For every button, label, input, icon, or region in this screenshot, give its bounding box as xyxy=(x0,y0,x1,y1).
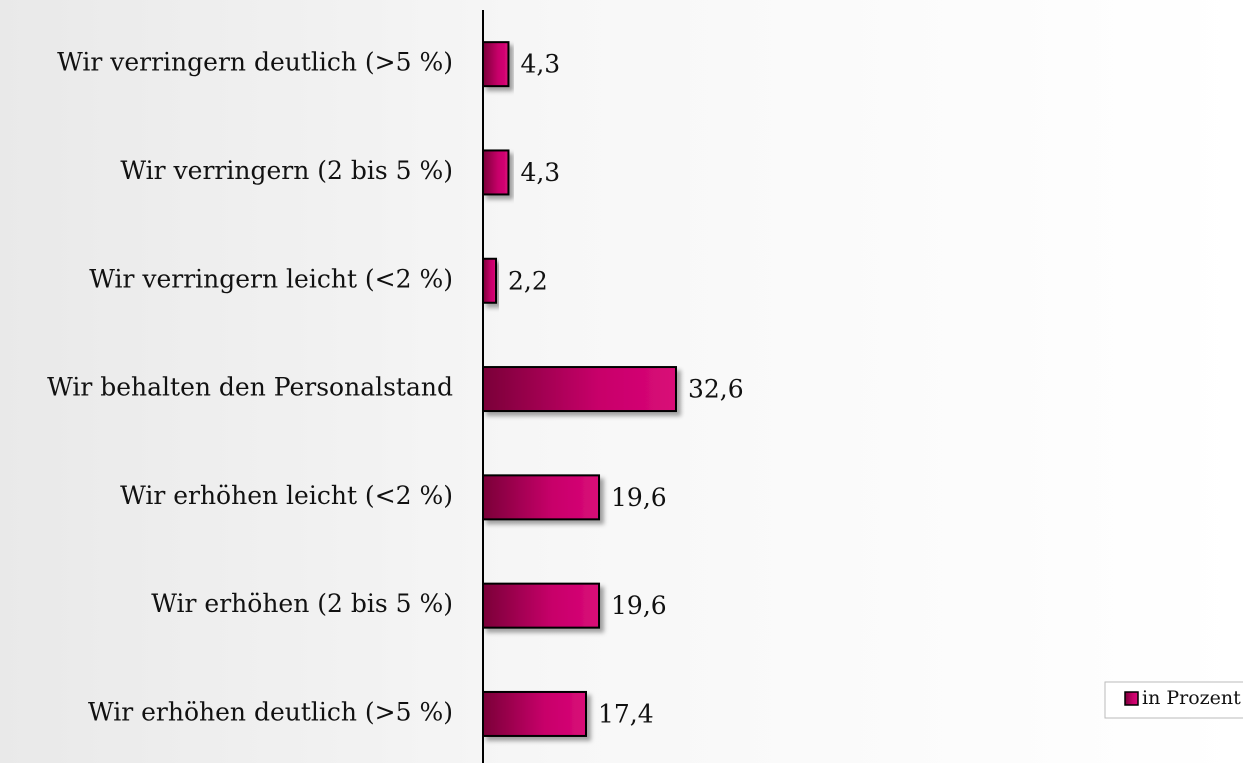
bar xyxy=(482,474,601,521)
y-tick-label: Wir behalten den Personalstand xyxy=(47,373,453,402)
y-tick-label: Wir verringern (2 bis 5 %) xyxy=(120,156,453,185)
bar xyxy=(482,149,510,196)
y-tick-label: Wir erhöhen (2 bis 5 %) xyxy=(151,589,453,618)
value-label: 32,6 xyxy=(688,375,744,404)
value-label: 19,6 xyxy=(611,591,667,620)
value-label: 2,2 xyxy=(508,266,548,295)
y-tick-label: Wir verringern deutlich (>5 %) xyxy=(57,48,453,77)
legend-swatch xyxy=(1124,691,1139,706)
value-label: 17,4 xyxy=(598,699,654,728)
value-label: 4,3 xyxy=(520,50,560,79)
value-label: 4,3 xyxy=(520,158,560,187)
legend: in Prozent xyxy=(1104,681,1243,719)
value-label: 19,6 xyxy=(611,483,667,512)
bar xyxy=(482,257,498,304)
bar xyxy=(482,690,588,737)
legend-label: in Prozent xyxy=(1142,687,1241,709)
bar xyxy=(482,366,677,413)
bar xyxy=(482,41,510,88)
y-tick-label: Wir verringern leicht (<2 %) xyxy=(89,264,453,293)
y-tick-label: Wir erhöhen leicht (<2 %) xyxy=(120,481,453,510)
y-tick-label: Wir erhöhen deutlich (>5 %) xyxy=(88,697,453,726)
bar xyxy=(482,582,601,629)
